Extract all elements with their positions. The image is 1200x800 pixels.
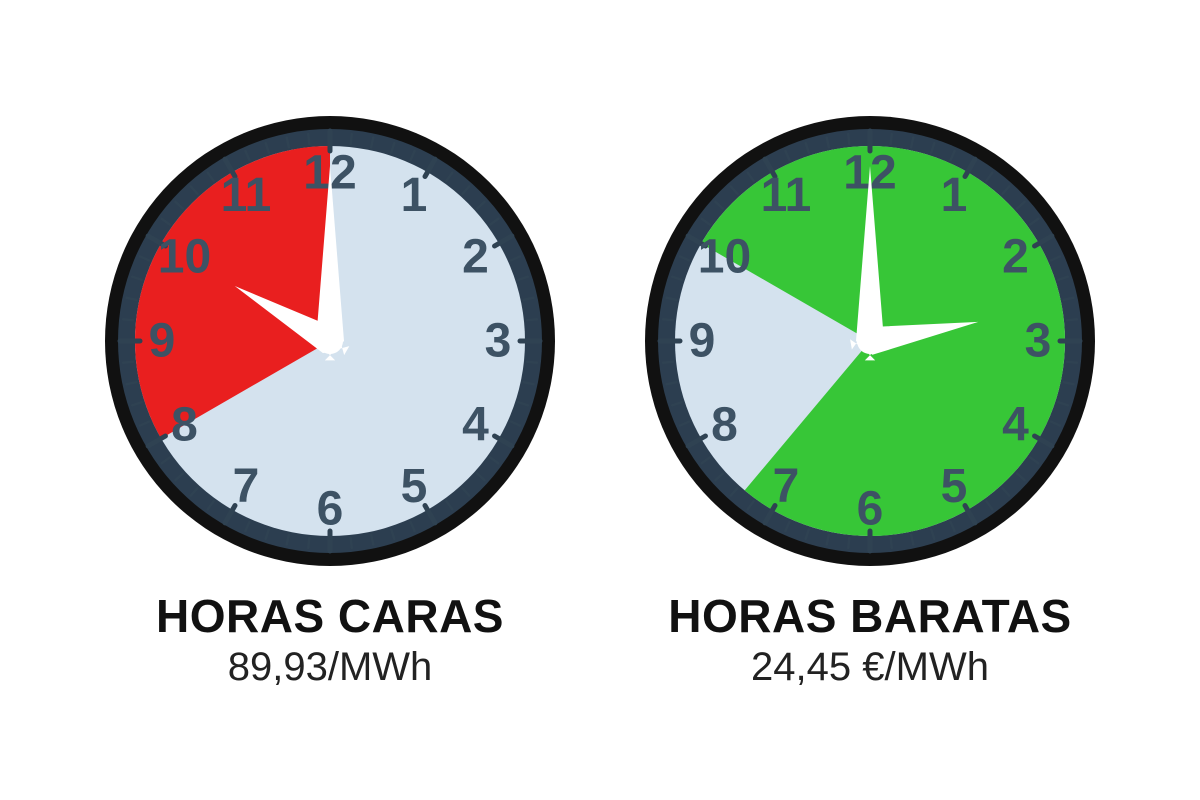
svg-text:4: 4 xyxy=(1002,398,1029,451)
expensive-hours-clock: 123456789101112 xyxy=(100,111,560,571)
svg-text:5: 5 xyxy=(941,459,968,512)
cheap-hours-panel: 123456789101112 HORAS BARATAS 24,45 €/MW… xyxy=(640,111,1100,690)
svg-text:3: 3 xyxy=(1025,314,1052,367)
svg-text:3: 3 xyxy=(485,314,512,367)
svg-text:1: 1 xyxy=(941,169,968,222)
svg-text:7: 7 xyxy=(233,459,260,512)
cheap-hours-clock: 123456789101112 xyxy=(640,111,1100,571)
svg-text:9: 9 xyxy=(149,314,176,367)
svg-text:9: 9 xyxy=(689,314,716,367)
svg-text:1: 1 xyxy=(401,169,428,222)
svg-text:7: 7 xyxy=(773,459,800,512)
svg-text:2: 2 xyxy=(1002,230,1029,283)
svg-text:2: 2 xyxy=(462,230,489,283)
cheap-hours-caption: HORAS BARATAS 24,45 €/MWh xyxy=(668,589,1071,690)
svg-text:11: 11 xyxy=(761,169,812,222)
expensive-hours-panel: 123456789101112 HORAS CARAS 89,93/MWh xyxy=(100,111,560,690)
svg-text:11: 11 xyxy=(221,169,272,222)
svg-text:6: 6 xyxy=(317,482,344,535)
infographic-container: 123456789101112 HORAS CARAS 89,93/MWh 12… xyxy=(100,111,1100,690)
svg-text:6: 6 xyxy=(857,482,884,535)
svg-text:8: 8 xyxy=(711,398,738,451)
svg-text:10: 10 xyxy=(698,230,751,283)
svg-text:5: 5 xyxy=(401,459,428,512)
svg-text:4: 4 xyxy=(462,398,489,451)
svg-text:10: 10 xyxy=(158,230,211,283)
expensive-hours-price: 89,93/MWh xyxy=(156,645,504,690)
svg-text:8: 8 xyxy=(171,398,198,451)
cheap-hours-price: 24,45 €/MWh xyxy=(668,645,1071,690)
expensive-hours-caption: HORAS CARAS 89,93/MWh xyxy=(156,589,504,690)
cheap-hours-title: HORAS BARATAS xyxy=(668,589,1071,643)
expensive-hours-title: HORAS CARAS xyxy=(156,589,504,643)
